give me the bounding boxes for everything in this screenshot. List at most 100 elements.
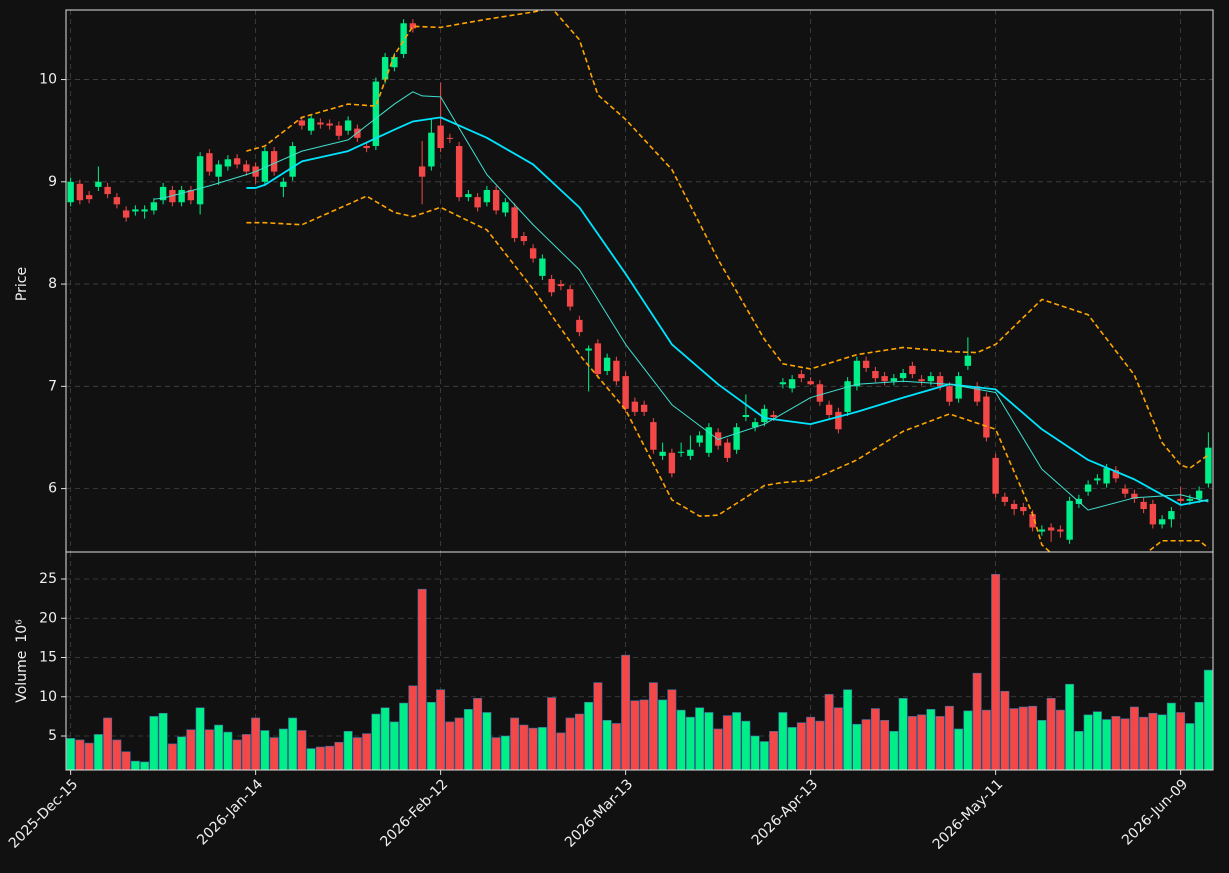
candle-body [862,360,870,368]
candle-body [511,207,518,239]
volume-bar [325,745,335,770]
y-tick-label: 9 [48,174,57,190]
volume-bar [574,713,584,770]
volume-bar [676,709,686,770]
candle-body [132,209,139,212]
volume-bar [380,707,390,770]
candle-body [733,427,740,450]
candle-body [224,159,232,167]
candle-body [85,195,93,200]
volume-bar [75,739,85,770]
candle-body [159,186,167,201]
volume-bar [1139,716,1149,770]
volume-bar [1166,702,1176,770]
candle-body [890,378,898,382]
volume-bar [1065,683,1075,770]
line-series [153,91,1209,511]
volume-bar [870,708,880,770]
candle-body [1057,529,1064,532]
x-tick-label: 2026-Feb-12 [377,776,451,850]
candle-body [1112,470,1120,479]
volume-bar [84,742,94,770]
candle-body [187,189,195,201]
volume-bar [241,734,251,770]
y-axis-label-text: Volume [14,651,30,703]
volume-bar [399,702,409,770]
volume-bar [93,734,103,770]
candle-body [465,194,472,198]
candle-body [317,122,324,125]
volume-bar [584,701,594,770]
volume-bar [195,707,205,770]
volume-bar [482,712,492,770]
volume-bar [1055,709,1065,770]
x-tick-label: 2025-Dec-15 [6,776,81,851]
volume-bar [214,724,224,770]
volume-bar [186,729,196,770]
volume-bar [704,712,714,770]
candle-body [391,57,398,68]
candle-body [455,146,463,198]
volume-bar [926,709,936,770]
plot-area [66,573,1213,770]
volume-bar [1157,714,1167,770]
candle-body [215,164,222,177]
candle-body [696,435,703,443]
volume-bar [1000,690,1010,770]
volume-bar [121,751,131,770]
volume-bar [769,730,779,770]
volume-bar [1176,712,1186,770]
candle-body [150,202,158,211]
volume-bar [621,654,631,770]
candle-body [927,376,935,382]
plot-area [67,10,1212,552]
y-tick-label: 7 [48,378,57,394]
volume-bar [1129,706,1139,770]
volume-bar [288,717,298,770]
volume-bar [1092,711,1102,770]
candle-body [798,374,805,379]
volume-bar [658,699,668,770]
volume-bar [667,689,677,770]
candle-body [899,373,907,379]
volume-bar [1018,706,1028,770]
candle-body [1158,519,1166,525]
volume-bar [149,716,159,770]
panel-frame [65,9,1214,553]
volume-bar [944,705,954,770]
candle-body [1140,501,1147,510]
candle-body [677,451,685,453]
x-tick-label: 2026-May-11 [930,776,1007,853]
candle-body [668,452,676,474]
volume-bar [852,723,862,770]
candle-body [1121,488,1129,494]
y-tick-label: 10 [39,72,57,88]
volume-bar [787,727,797,770]
candle-body [973,386,981,402]
candle-body [1205,447,1212,484]
candle-body [622,376,629,409]
candle-body [298,120,306,126]
volume-bar [112,739,122,770]
candle-body [326,123,333,126]
candle-body [418,166,426,177]
line-series [246,116,1209,506]
candle-body [1168,511,1175,520]
volume-bar [66,738,76,770]
candle-body [437,125,444,149]
candle-body [631,401,639,412]
volume-bar [1203,669,1213,770]
volume-bar [315,746,325,770]
candle-body [363,146,370,149]
candle-body [1047,527,1055,531]
candle-body [492,189,500,211]
candle-body [520,236,528,242]
volume-bar [232,739,242,770]
volume-bar [972,672,982,770]
volume-bar [741,720,751,770]
candle-body [1177,498,1184,501]
candle-body [1149,503,1157,525]
grid [66,10,1213,552]
volume-bar [537,727,547,770]
volume-bar [519,724,529,770]
